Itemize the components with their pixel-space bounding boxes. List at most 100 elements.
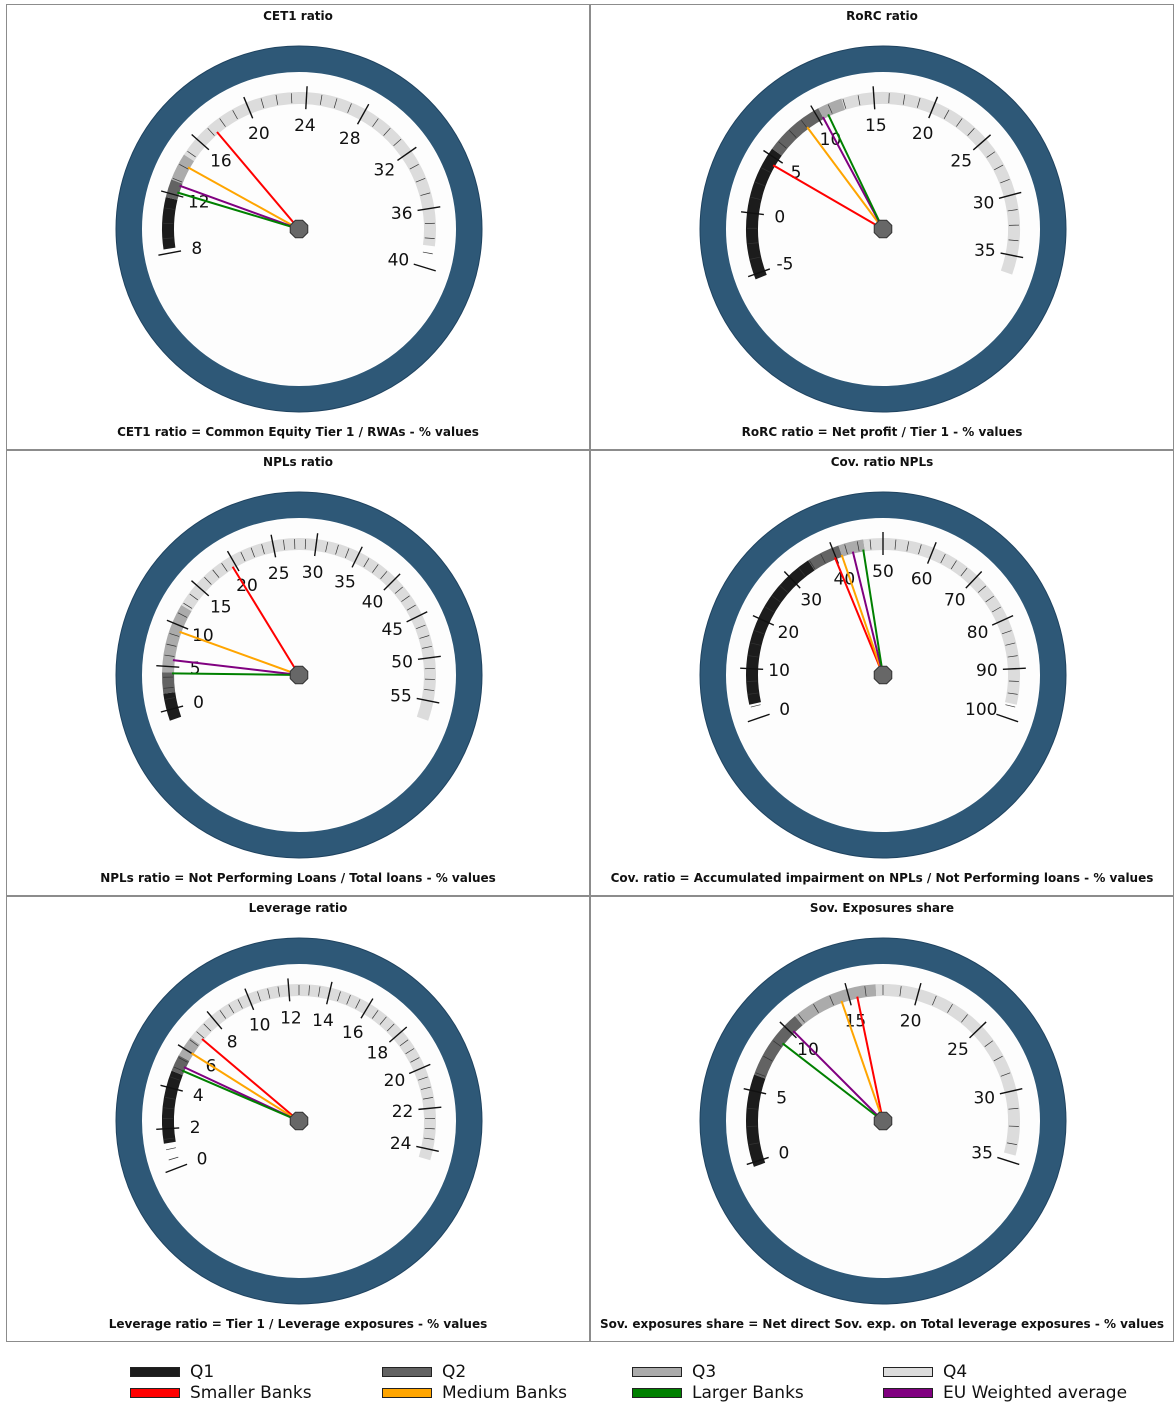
major-tick [998, 191, 1022, 199]
minor-tick [1001, 630, 1012, 635]
gauge-title: Leverage ratio [248, 901, 348, 915]
tick-label: 32 [374, 161, 396, 181]
needle-smaller [216, 131, 300, 230]
minor-tick [237, 999, 243, 1009]
tick-label: 24 [390, 1134, 412, 1154]
major-tick [1000, 252, 1024, 259]
minor-tick [749, 1142, 759, 1145]
tick-label: 36 [391, 204, 413, 224]
band-q4 [190, 984, 436, 1161]
major-tick [872, 86, 876, 110]
major-tick [156, 664, 180, 668]
minor-tick [420, 192, 431, 196]
minor-tick [189, 593, 199, 601]
legend-label: Q2 [442, 1362, 467, 1382]
major-tick [244, 988, 255, 1011]
minor-tick [219, 118, 226, 127]
minor-tick [906, 541, 910, 552]
minor-tick [179, 164, 189, 170]
needle-medium [191, 1052, 300, 1122]
minor-tick [748, 692, 759, 695]
tick-label: 8 [191, 239, 202, 259]
minor-tick [754, 630, 765, 635]
minor-tick [415, 177, 426, 183]
major-tick [388, 1026, 408, 1043]
major-tick [740, 667, 764, 670]
minor-tick [346, 994, 351, 1005]
minor-tick [856, 541, 860, 552]
minor-tick [405, 1048, 415, 1055]
gauge-title: Sov. Exposures share [809, 901, 955, 915]
minor-tick [203, 1023, 212, 1032]
band-q4 [181, 538, 436, 721]
legend-item: Q3 [632, 1362, 716, 1382]
minor-tick [164, 207, 175, 210]
legend-swatch [382, 1388, 432, 1398]
tick-label: 45 [381, 620, 403, 640]
band-q4 [841, 92, 1020, 275]
minor-tick [196, 1031, 205, 1039]
legend-item: Q4 [883, 1362, 967, 1382]
gauge-rim [116, 938, 482, 1304]
gauge-footnote: Cov. ratio = Accumulated impairment on N… [610, 871, 1154, 885]
minor-tick [232, 110, 238, 120]
major-tick [416, 1145, 439, 1152]
minor-tick [183, 602, 193, 609]
gauge-svg: 0102030405060708090100 [699, 491, 1067, 859]
major-tick [743, 1087, 767, 1095]
major-tick [313, 533, 319, 557]
tick-label: 40 [362, 592, 384, 612]
band-q2 [165, 179, 183, 200]
tick-label: 20 [384, 1071, 406, 1091]
minor-tick [809, 560, 816, 570]
minor-tick [750, 642, 761, 646]
tick-label: 5 [190, 659, 201, 679]
tick-label: 24 [294, 116, 316, 136]
minor-tick [277, 986, 280, 997]
minor-tick [165, 697, 176, 700]
minor-tick [325, 541, 329, 552]
minor-tick [187, 150, 196, 158]
tick-label: 8 [227, 1032, 238, 1052]
minor-tick [419, 635, 430, 639]
legend-label: Larger Banks [692, 1383, 804, 1403]
gauge-footnote: RoRC ratio = Net profit / Tier 1 - % val… [741, 425, 1023, 439]
minor-tick [177, 612, 188, 618]
minor-tick [747, 1107, 758, 1110]
band-q3 [818, 98, 846, 119]
band-q3 [178, 1037, 200, 1062]
legend-swatch [130, 1367, 180, 1377]
minor-tick [228, 1004, 235, 1014]
legend-item: Medium Banks [382, 1383, 567, 1403]
minor-tick [383, 127, 391, 136]
minor-tick [221, 562, 228, 572]
minor-tick [977, 585, 987, 593]
needle-medium [806, 126, 884, 230]
gauge-panel: 0 5 10 15 20 25 30 35 40 45 50 55 NPLs ratio NPLs rat… [6, 450, 590, 896]
major-tick [997, 1156, 1020, 1166]
major-tick [914, 982, 922, 1006]
legend-label: Q3 [692, 1362, 717, 1382]
tick-label: 20 [900, 1012, 922, 1032]
minor-tick [864, 986, 867, 997]
minor-tick [755, 181, 765, 187]
needle-larger [862, 549, 884, 676]
minor-tick [755, 1072, 766, 1077]
tick-label: 0 [779, 1144, 790, 1164]
minor-tick [813, 1003, 819, 1013]
minor-tick [165, 1097, 175, 1100]
needle-eu [172, 659, 300, 676]
minor-tick [423, 1097, 433, 1100]
minor-tick [318, 986, 321, 997]
tick-label: 100 [965, 700, 997, 720]
needle-hub [289, 1111, 309, 1131]
needle-smaller [856, 996, 884, 1122]
minor-tick [240, 551, 246, 562]
minor-tick [166, 1147, 176, 1151]
legend-swatch [382, 1367, 432, 1377]
major-tick [287, 978, 291, 1002]
minor-tick [1005, 704, 1016, 708]
tick-label: 12 [280, 1008, 302, 1028]
tick-label: 35 [974, 241, 996, 261]
gauge-title: RoRC ratio [846, 9, 918, 23]
